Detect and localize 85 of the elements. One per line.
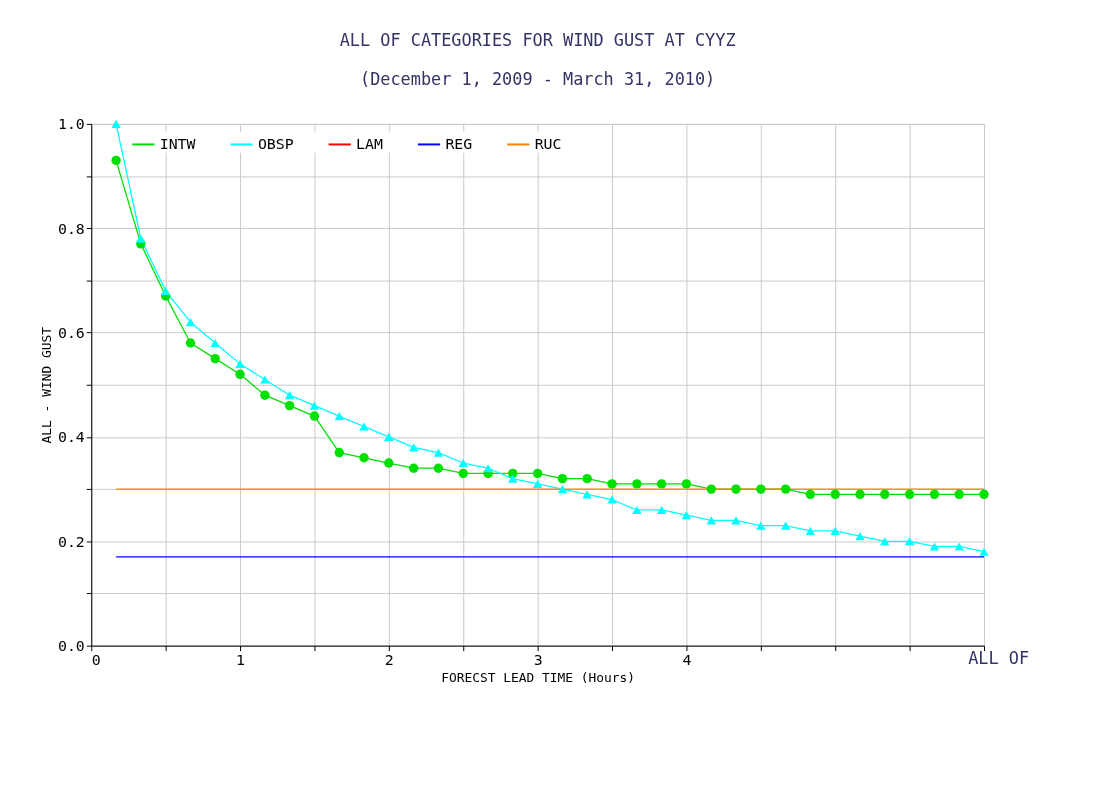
point (260, 375, 270, 384)
y-tick-label: 0.4 (57, 428, 85, 447)
point (111, 155, 121, 166)
x-tick-label: 1 (236, 650, 246, 669)
point (632, 505, 642, 515)
legend-label: REG (445, 135, 473, 154)
point (458, 458, 468, 468)
point (235, 359, 245, 368)
point (334, 447, 344, 458)
point (954, 542, 964, 551)
point (408, 463, 419, 473)
point (632, 479, 642, 489)
point (880, 489, 890, 500)
point (805, 489, 816, 500)
point (483, 464, 493, 473)
point (160, 286, 171, 295)
point (706, 484, 716, 494)
point (855, 531, 865, 541)
text: ALL OF (968, 648, 1030, 669)
point (359, 422, 369, 431)
legend-label: OBSP (257, 135, 294, 154)
point (309, 401, 320, 410)
point (309, 411, 320, 421)
point (656, 479, 667, 489)
point (656, 505, 667, 515)
chart-subtitle: (December 1, 2009 - March 31, 2010) (360, 69, 716, 90)
point (904, 537, 915, 546)
point (359, 453, 369, 463)
point (136, 234, 146, 243)
point (880, 537, 890, 546)
point (954, 489, 964, 500)
x-tick-label: 2 (384, 650, 394, 669)
point (681, 511, 692, 520)
point (830, 526, 840, 535)
point (185, 318, 196, 327)
x-axis-title: FORECST LEAD TIME (Hours) (441, 669, 636, 685)
point (458, 468, 468, 479)
point (731, 484, 741, 494)
x-tick-label: 4 (682, 650, 692, 669)
point (284, 391, 295, 400)
x-tick-label: 0 (91, 650, 101, 669)
point (210, 353, 220, 364)
point (756, 521, 766, 530)
point (780, 484, 791, 494)
point (582, 473, 592, 484)
point (681, 479, 692, 489)
point (557, 485, 568, 494)
point (433, 463, 444, 473)
point (830, 489, 840, 500)
legend-label: RUC (534, 135, 562, 154)
point (607, 495, 617, 504)
point (260, 390, 270, 400)
point (334, 411, 344, 421)
y-tick-label: 0.6 (57, 324, 85, 343)
y-tick-label: 0.8 (57, 219, 85, 238)
point (532, 468, 543, 479)
point (607, 479, 617, 489)
point (185, 338, 196, 348)
point (979, 489, 989, 500)
x-tick-label: 3 (533, 650, 543, 669)
point (557, 473, 568, 484)
y-axis-title: ALL - WIND GUST (38, 326, 54, 444)
point (929, 542, 940, 551)
chart-title: ALL OF CATEGORIES FOR WIND GUST AT CYYZ (339, 30, 736, 51)
point (210, 338, 220, 348)
point (508, 474, 518, 483)
point (855, 489, 865, 500)
y-tick-label: 1.0 (57, 115, 85, 134)
point (929, 489, 940, 500)
y-tick-label: 0.2 (57, 532, 85, 551)
point (904, 489, 915, 500)
point (532, 479, 543, 488)
legend-label: INTW (159, 135, 196, 154)
point (384, 458, 394, 468)
y-tick-label: 0.0 (57, 637, 85, 656)
point (111, 119, 121, 128)
point (756, 484, 766, 494)
point (235, 369, 245, 380)
point (284, 400, 295, 411)
point (384, 432, 394, 441)
point (979, 547, 989, 556)
point (805, 526, 816, 535)
legend-label: LAM (356, 135, 383, 154)
point (433, 448, 444, 457)
point (780, 521, 791, 530)
